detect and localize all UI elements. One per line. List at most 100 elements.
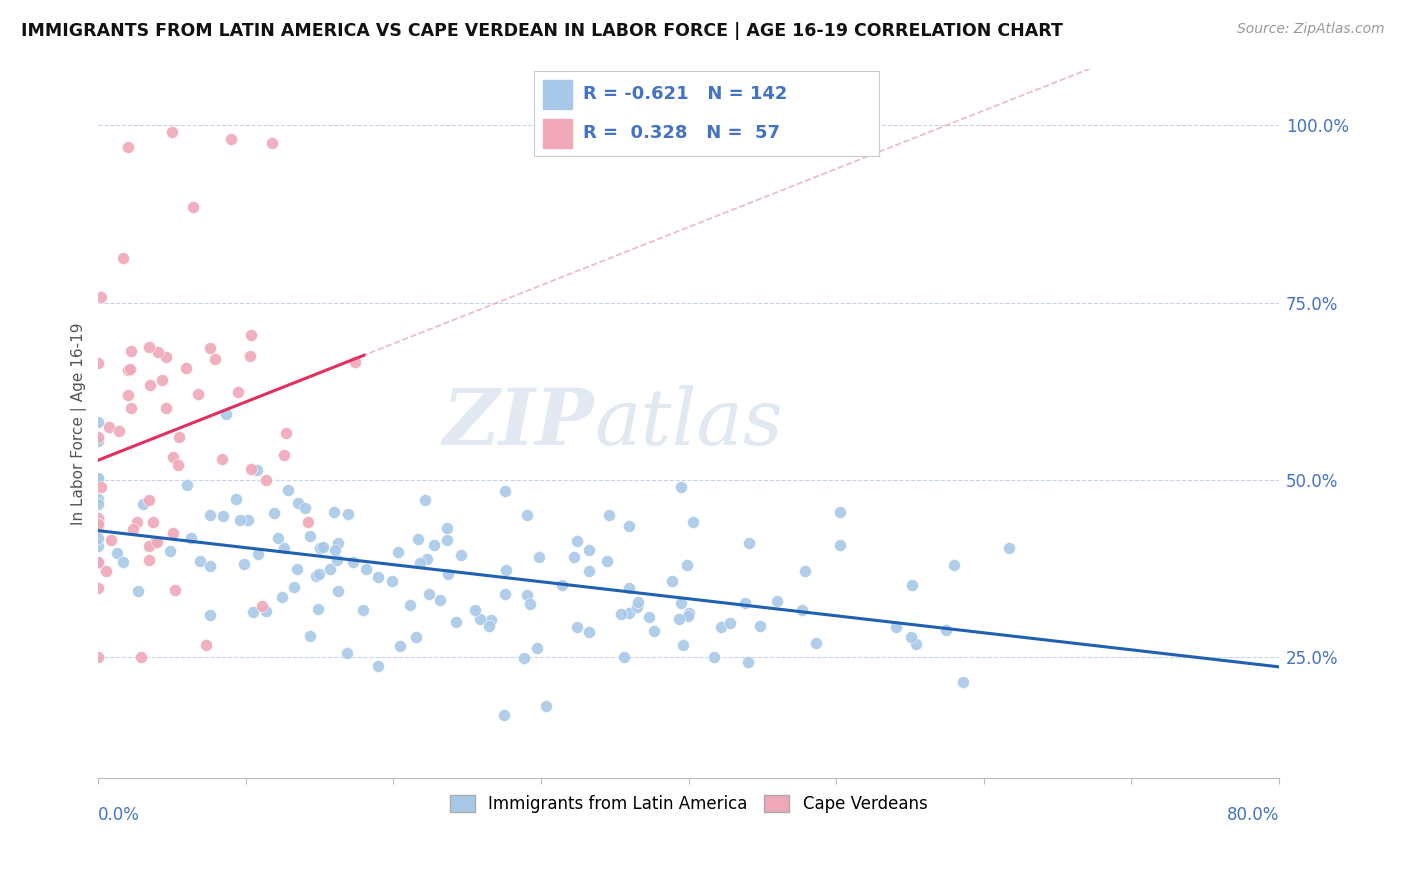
Point: [263, 506, 285, 520]
Point: [305, 568, 328, 582]
Point: [578, 565, 600, 579]
Point: [100, 533, 122, 547]
Point: [519, 597, 541, 611]
Point: [703, 650, 725, 665]
Point: [159, 544, 181, 558]
Text: R =  0.328   N =  57: R = 0.328 N = 57: [582, 124, 779, 142]
Point: [246, 463, 269, 477]
Point: [186, 387, 208, 401]
Text: atlas: atlas: [595, 385, 783, 461]
Point: [710, 620, 733, 634]
Point: [468, 612, 491, 626]
Point: [336, 508, 359, 522]
Point: [87, 581, 110, 595]
Point: [828, 505, 851, 519]
Point: [204, 352, 226, 367]
Point: [534, 699, 557, 714]
Point: [319, 562, 342, 576]
Point: [494, 587, 516, 601]
Point: [436, 533, 458, 548]
Point: [87, 497, 110, 511]
Point: [242, 605, 264, 619]
Point: [117, 363, 139, 377]
Point: [287, 496, 309, 510]
Point: [252, 599, 274, 613]
Point: [326, 552, 349, 566]
Point: [619, 606, 641, 620]
Point: [87, 556, 110, 570]
Point: [98, 420, 121, 434]
Point: [626, 600, 648, 615]
Point: [513, 651, 536, 665]
Legend: Immigrants from Latin America, Cape Verdeans: Immigrants from Latin America, Cape Verd…: [443, 788, 934, 820]
Point: [565, 620, 588, 634]
Point: [381, 574, 404, 588]
Point: [765, 594, 787, 608]
Bar: [543, 119, 572, 147]
Point: [87, 415, 110, 429]
Point: [416, 552, 439, 566]
Point: [997, 541, 1019, 555]
Point: [117, 387, 139, 401]
Point: [239, 462, 262, 476]
Point: [516, 588, 538, 602]
Point: [233, 557, 256, 571]
Point: [354, 562, 377, 576]
Point: [617, 582, 640, 596]
Point: [87, 471, 110, 485]
Point: [446, 615, 468, 629]
Point: [336, 646, 359, 660]
Point: [198, 559, 221, 574]
Text: IMMIGRANTS FROM LATIN AMERICA VS CAPE VERDEAN IN LABOR FORCE | AGE 16-19 CORRELA: IMMIGRANTS FROM LATIN AMERICA VS CAPE VE…: [21, 22, 1063, 40]
Point: [198, 341, 221, 355]
Point: [87, 511, 110, 525]
Text: R = -0.621   N = 142: R = -0.621 N = 142: [582, 86, 787, 103]
Point: [87, 491, 110, 506]
Point: [254, 604, 277, 618]
Point: [87, 516, 110, 531]
Point: [188, 554, 211, 568]
Point: [413, 493, 436, 508]
Text: ZIP: ZIP: [443, 385, 595, 461]
Point: [326, 536, 349, 550]
Point: [215, 407, 238, 421]
Point: [830, 538, 852, 552]
Point: [132, 497, 155, 511]
Point: [617, 518, 640, 533]
Point: [120, 343, 142, 358]
Point: [436, 521, 458, 535]
Bar: [543, 80, 572, 109]
Point: [298, 529, 321, 543]
Point: [806, 636, 828, 650]
Point: [481, 613, 503, 627]
Point: [174, 360, 197, 375]
Point: [613, 649, 636, 664]
Point: [901, 578, 924, 592]
Point: [162, 525, 184, 540]
Point: [165, 582, 187, 597]
Point: [155, 401, 177, 416]
Point: [551, 578, 574, 592]
Point: [610, 607, 633, 621]
Point: [495, 563, 517, 577]
Point: [87, 650, 110, 665]
Point: [643, 624, 665, 639]
Point: [285, 562, 308, 576]
Point: [935, 623, 957, 637]
Point: [277, 483, 299, 497]
Point: [129, 650, 152, 665]
Point: [162, 450, 184, 465]
Point: [450, 549, 472, 563]
Point: [389, 639, 412, 653]
Point: [492, 708, 515, 723]
Point: [212, 509, 235, 524]
Point: [367, 569, 389, 583]
Point: [596, 554, 619, 568]
Point: [200, 607, 222, 622]
Point: [429, 592, 451, 607]
Point: [239, 328, 262, 343]
Point: [737, 655, 759, 669]
Point: [142, 515, 165, 529]
Point: [308, 541, 330, 555]
Text: 80.0%: 80.0%: [1226, 806, 1279, 824]
